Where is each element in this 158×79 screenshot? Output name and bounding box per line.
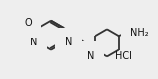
Text: HCl: HCl [115, 51, 132, 61]
Text: N: N [30, 37, 37, 47]
Text: N: N [87, 51, 94, 61]
Text: N: N [64, 37, 72, 47]
Text: NH₂: NH₂ [130, 28, 149, 38]
Text: O: O [24, 18, 32, 28]
